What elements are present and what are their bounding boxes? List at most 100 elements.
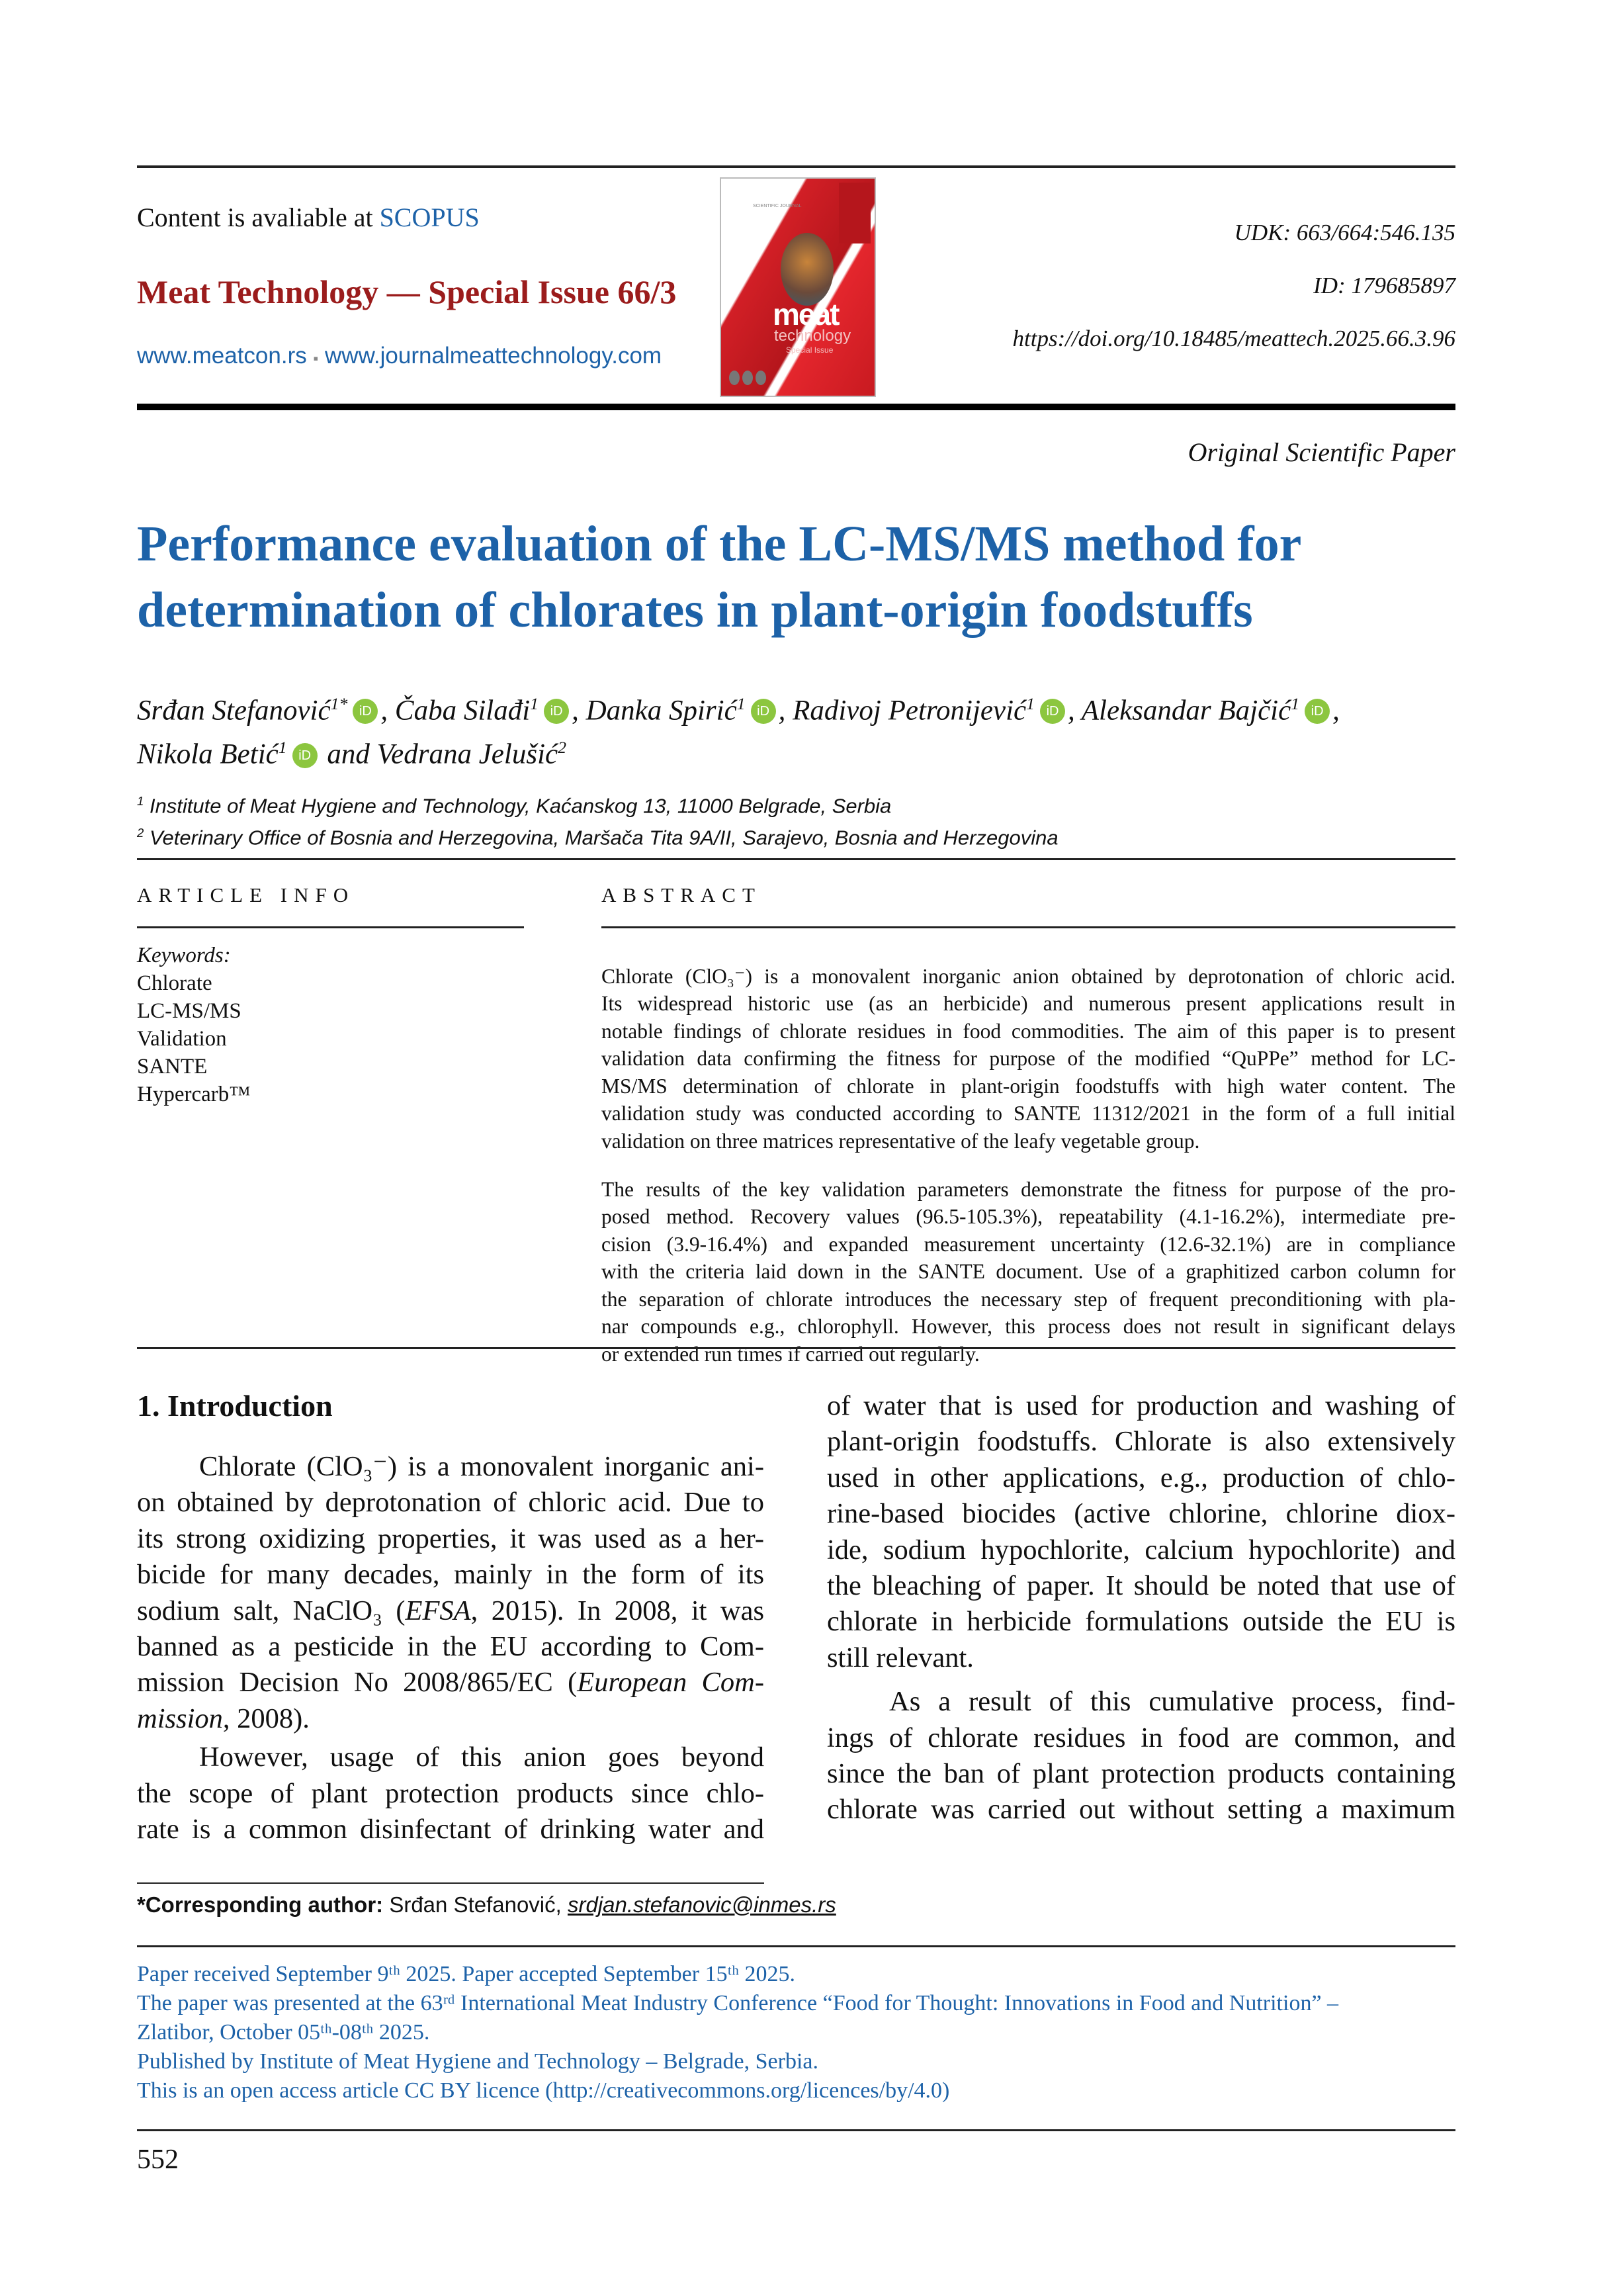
text-line: rate is a common disinfectant of drinkin… — [137, 1814, 764, 1845]
abstract-heading: ABSTRACT — [601, 883, 761, 906]
text-line: nar compounds e.g., chlorophyll. However… — [601, 1315, 1455, 1338]
text-line: validation study was conducted according… — [601, 1102, 1455, 1125]
affiliation-text: Veterinary Office of Bosnia and Herzegov… — [144, 826, 1059, 850]
content-availability: Content is avaliable at SCOPUS — [137, 202, 480, 232]
text-line: chlorate in herbicide formulations outsi… — [827, 1606, 1455, 1638]
keyword: Hypercarb™ — [137, 1082, 251, 1106]
paper-id: ID: 179685897 — [1313, 273, 1455, 298]
affiliation-2: 2 Veterinary Office of Bosnia and Herzeg… — [137, 819, 1059, 851]
author-affiliation: 1 — [530, 694, 539, 713]
orcid-icon[interactable]: iD — [1305, 699, 1330, 725]
title-line: determination of chlorates in plant-orig… — [137, 582, 1253, 638]
corresponding-author: *Corresponding author: Srđan Stefanović,… — [137, 1892, 836, 1918]
keywords-label: Keywords: — [137, 944, 231, 967]
affiliation-number: 2 — [137, 826, 144, 840]
text-line: ings of chlorate residues in food are co… — [827, 1722, 1455, 1753]
text-line: rine-based biocides (active chlorine, ch… — [827, 1498, 1455, 1530]
scopus-link[interactable]: SCOPUS — [379, 202, 480, 232]
author-separator: , — [778, 695, 793, 727]
author-name: Srđan Stefanović — [137, 695, 331, 727]
text-line: the bleaching of paper. It should be not… — [827, 1570, 1455, 1602]
publisher-note: Published by Institute of Meat Hygiene a… — [137, 2049, 818, 2074]
journal-websites: www.meatcon.rs ▪ www.journalmeattechnolo… — [137, 343, 662, 369]
author-separator: , — [572, 695, 586, 727]
keywords: Keywords: Chlorate LC-MS/MS Validation S… — [137, 942, 251, 1108]
affiliation-rule — [137, 858, 1455, 860]
text-line: still relevant. — [827, 1642, 974, 1673]
journal-title: Meat Technology — Special Issue 66/3 — [137, 273, 677, 310]
text-line: chlorate was carried out without setting… — [827, 1794, 1455, 1826]
text-line: plant-origin foodstuffs. Chlorate is als… — [827, 1426, 1455, 1458]
author-separator: , — [380, 695, 395, 727]
text-line: on obtained by deprotonation of chloric … — [137, 1487, 764, 1519]
abstract-text: Chlorate (ClO₃⁻) is a monovalent inorgan… — [601, 942, 1455, 1389]
meatcon-link[interactable]: www.meatcon.rs — [137, 343, 307, 369]
cover-logo: meat — [773, 297, 840, 331]
abstract-bottom-rule — [137, 1347, 1455, 1349]
footer-top-rule — [137, 1945, 1455, 1947]
author-separator: and Vedrana Jelušić — [320, 738, 558, 770]
paper-type: Original Scientific Paper — [1188, 437, 1455, 467]
affiliation-text: Institute of Meat Hygiene and Technology… — [144, 794, 892, 818]
text-line: with the criteria laid down in the SANTE… — [601, 1260, 1455, 1283]
text-line: or extended run times if carried out reg… — [601, 1342, 980, 1366]
corresponding-name: Srđan Stefanović, — [383, 1892, 568, 1917]
orcid-icon[interactable]: iD — [292, 742, 318, 768]
author-list: Srđan Stefanović1* iD, Čaba Silađi1 iD, Da… — [137, 685, 1460, 773]
abstract-rule — [601, 926, 1455, 928]
author-name: Danka Spirić — [585, 695, 737, 727]
paragraph: As a result of this cumulative process, … — [827, 1684, 1455, 1828]
footnote-rule — [137, 1882, 764, 1884]
udk: UDK: 663/664:546.135 — [1234, 220, 1455, 245]
corresponding-label: *Corresponding author: — [137, 1892, 384, 1917]
author-affiliation: 1 — [736, 694, 746, 713]
page-number: 552 — [137, 2144, 179, 2175]
text-line: Chlorate (ClO₃⁻) is a monovalent inorgan… — [199, 1451, 764, 1482]
author-affiliation: 1 — [278, 738, 287, 758]
article-info-heading: ARTICLE INFO — [137, 883, 355, 906]
top-rule — [137, 165, 1455, 168]
keyword: LC-MS/MS — [137, 999, 241, 1023]
introduction-heading: 1. Introduction — [137, 1389, 333, 1423]
corresponding-email-link[interactable]: srdjan.stefanovic@inmes.rs — [567, 1892, 836, 1917]
introduction-left-column: Chlorate (ClO₃⁻) is a monovalent inorgan… — [137, 1449, 764, 1847]
text-line: The results of the key validation parame… — [601, 1177, 1455, 1201]
journal-cover-image: SCIENTIFIC JOURNAL meat technology Speci… — [720, 177, 876, 397]
orcid-icon[interactable]: iD — [750, 699, 776, 725]
keyword: Validation — [137, 1027, 227, 1051]
affiliation-1: 1 Institute of Meat Hygiene and Technolo… — [137, 787, 1059, 819]
text-line: notable findings of chlorate residues in… — [601, 1019, 1455, 1043]
text-line: its strong oxidizing properties, it was … — [137, 1523, 764, 1554]
text-line: mission Decision No 2008/865/EC (Europea… — [137, 1667, 764, 1699]
text-line: validation data confirming the fitness f… — [601, 1047, 1455, 1070]
journal-website-link[interactable]: www.journalmeattechnology.com — [325, 343, 662, 369]
paragraph: of water that is used for production and… — [827, 1388, 1455, 1676]
orcid-icon[interactable]: iD — [353, 699, 378, 725]
cover-tab — [839, 183, 871, 243]
doi-link[interactable]: https://doi.org/10.18485/meattech.2025.6… — [1012, 326, 1456, 351]
author-affiliation: 2 — [558, 738, 567, 758]
cover-label: SCIENTIFIC JOURNAL — [753, 204, 802, 208]
author-name: Nikola Betić — [137, 738, 279, 770]
author-name: Aleksandar Bajčić — [1081, 695, 1291, 727]
text-line: of water that is used for production and… — [827, 1390, 1455, 1421]
introduction-right-column: of water that is used for production and… — [827, 1388, 1455, 1828]
cover-globe — [781, 233, 834, 306]
author-separator: , — [1332, 695, 1340, 727]
keyword: SANTE — [137, 1055, 208, 1079]
conference-note-cont: Zlatibor, October 05ᵗʰ-08ᵗʰ 2025. — [137, 2020, 430, 2045]
orcid-icon[interactable]: iD — [544, 699, 570, 725]
author-name: Radivoj Petronijević — [793, 695, 1027, 727]
title-line: Performance evaluation of the LC-MS/MS m… — [137, 516, 1302, 572]
paragraph: Chlorate (ClO₃⁻) is a monovalent inorgan… — [137, 1449, 764, 1737]
article-info-rule — [137, 926, 524, 928]
cover-issue: Special Issue — [786, 345, 834, 355]
text-line: MS/MS determination of chlorate in plant… — [601, 1074, 1455, 1098]
orcid-icon[interactable]: iD — [1040, 699, 1066, 725]
paper-title: Performance evaluation of the LC-MS/MS m… — [137, 511, 1301, 643]
license-link[interactable]: This is an open access article CC BY lic… — [137, 2078, 950, 2103]
text-line: Chlorate (ClO₃⁻) is a monovalent inorgan… — [601, 964, 1455, 988]
author-affiliation: 1 — [1291, 694, 1300, 713]
paragraph: However, usage of this anion goes beyond… — [137, 1740, 764, 1847]
text-line: However, usage of this anion goes beyond — [199, 1742, 764, 1773]
